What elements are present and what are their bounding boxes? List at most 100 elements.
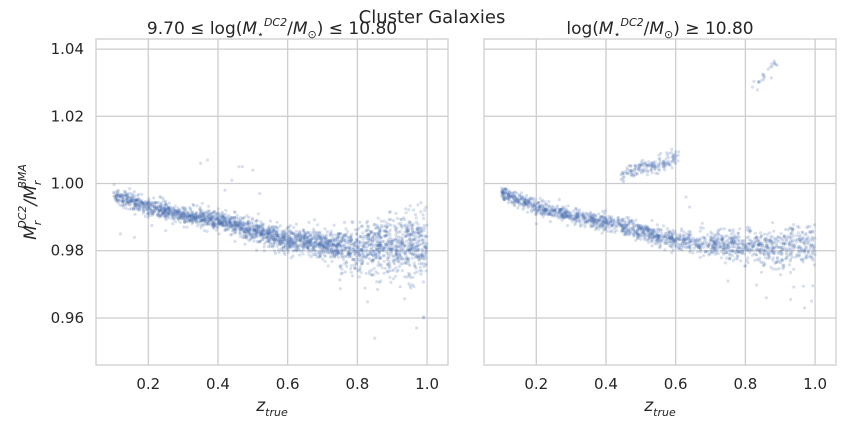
data-point xyxy=(148,213,152,217)
data-point xyxy=(750,248,754,252)
data-point xyxy=(291,237,295,241)
data-point xyxy=(164,199,168,203)
data-point xyxy=(299,244,303,248)
data-point xyxy=(398,252,402,256)
data-point xyxy=(689,240,693,244)
data-point xyxy=(386,251,390,256)
data-point xyxy=(283,238,287,242)
data-point xyxy=(609,230,613,234)
data-point xyxy=(366,219,370,223)
data-point xyxy=(142,201,146,205)
data-point xyxy=(171,208,175,213)
data-point xyxy=(269,231,273,236)
data-point xyxy=(574,218,578,222)
data-point xyxy=(671,239,676,243)
data-point xyxy=(325,250,329,254)
data-point xyxy=(321,250,325,254)
data-point xyxy=(501,189,505,193)
data-point xyxy=(171,222,175,226)
data-point xyxy=(127,200,131,204)
data-point xyxy=(413,253,417,257)
data-point xyxy=(650,230,655,234)
data-point xyxy=(612,218,616,222)
data-point xyxy=(517,198,522,202)
data-point xyxy=(585,219,590,223)
data-point xyxy=(686,233,691,237)
data-point xyxy=(365,300,370,304)
data-point xyxy=(799,247,803,251)
data-point xyxy=(255,233,259,237)
data-point xyxy=(634,167,639,171)
data-point xyxy=(589,214,594,218)
data-point xyxy=(174,213,178,217)
data-point xyxy=(378,243,382,247)
data-point xyxy=(526,199,530,203)
data-point xyxy=(731,241,735,246)
data-point xyxy=(357,243,361,247)
data-point xyxy=(227,221,231,225)
data-point xyxy=(273,241,277,245)
data-point xyxy=(719,237,724,241)
data-point xyxy=(268,229,272,233)
data-point xyxy=(152,205,156,209)
data-point xyxy=(522,201,526,205)
data-point xyxy=(791,244,795,248)
data-point xyxy=(294,229,298,233)
data-point xyxy=(318,254,322,258)
data-point xyxy=(391,260,396,264)
data-point xyxy=(811,243,816,247)
data-point xyxy=(183,212,187,216)
data-point xyxy=(594,223,599,227)
data-point xyxy=(366,227,370,231)
data-point xyxy=(247,230,251,234)
data-point xyxy=(361,247,365,251)
data-point xyxy=(172,212,176,216)
data-point xyxy=(534,210,538,215)
data-point xyxy=(173,204,177,208)
data-point xyxy=(348,235,352,239)
data-point xyxy=(390,269,394,273)
data-point xyxy=(326,242,330,246)
data-point xyxy=(188,207,192,211)
data-point xyxy=(687,232,692,236)
data-point xyxy=(188,213,192,217)
data-point xyxy=(365,249,369,253)
data-point xyxy=(166,205,170,209)
data-point xyxy=(658,160,662,164)
data-point xyxy=(721,237,725,242)
data-point xyxy=(756,242,760,247)
data-point xyxy=(261,229,265,233)
data-point xyxy=(338,240,342,244)
data-point xyxy=(753,240,757,244)
data-point xyxy=(410,233,414,237)
data-point xyxy=(542,204,547,208)
data-point xyxy=(305,245,310,249)
data-point xyxy=(753,258,757,262)
data-point xyxy=(390,250,394,254)
data-point xyxy=(688,230,692,234)
data-point xyxy=(375,243,379,247)
data-point xyxy=(736,245,740,249)
data-point xyxy=(313,250,317,254)
data-point xyxy=(565,213,570,217)
data-point xyxy=(147,197,151,201)
data-point xyxy=(558,210,562,214)
data-point xyxy=(656,167,661,171)
data-point xyxy=(537,204,542,208)
data-point xyxy=(306,246,310,250)
data-point xyxy=(155,213,159,217)
data-point xyxy=(322,240,326,245)
data-point xyxy=(721,247,725,251)
data-point xyxy=(635,230,639,235)
data-point xyxy=(595,226,599,230)
data-point xyxy=(518,194,522,198)
data-point xyxy=(400,242,404,246)
data-point xyxy=(304,238,308,242)
data-point xyxy=(163,208,168,212)
data-point xyxy=(209,219,213,223)
data-point xyxy=(303,236,307,240)
data-point xyxy=(255,218,259,222)
data-point xyxy=(290,241,294,245)
data-point xyxy=(132,201,136,205)
data-point xyxy=(636,228,640,233)
